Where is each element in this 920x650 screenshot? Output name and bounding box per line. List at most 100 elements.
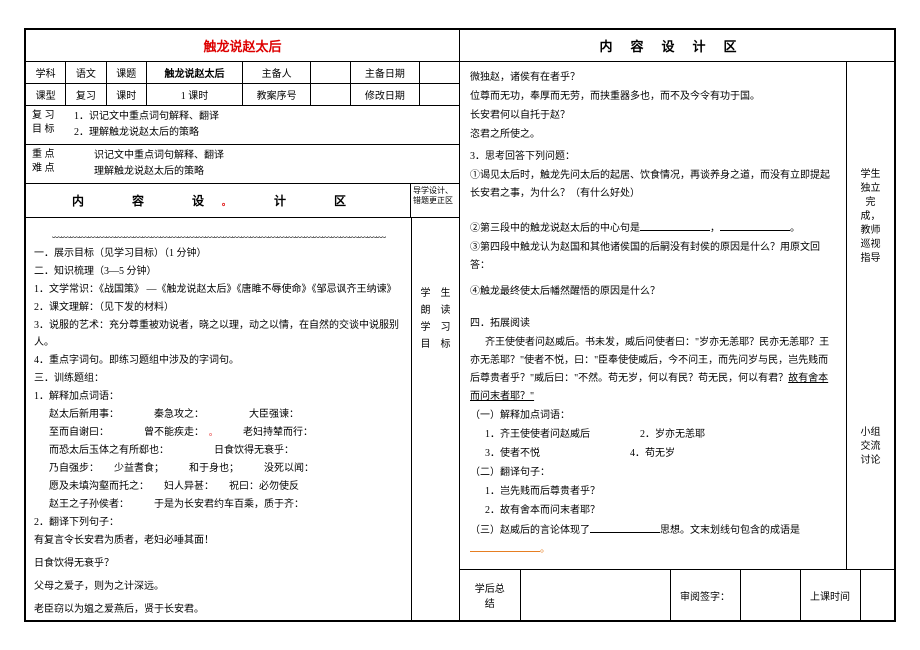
line: 位尊而无功，奉厚而无劳，而挟重器多也，而不及今令有功于国。 (470, 88, 836, 106)
red-dot: 。 (209, 428, 213, 437)
line: 乃自强步： 少益耆食； 和于身也； 没死以闻： (49, 460, 403, 477)
blank (590, 521, 660, 533)
footer-time-lbl: 上课时间 (800, 570, 860, 621)
meta-cell: 1 课时 (146, 84, 242, 106)
meta-cell (311, 84, 351, 106)
goals-text: 1．识记文中重点词句解释、翻译 2．理解触龙说赵太后的策略 (74, 109, 453, 141)
meta-cell: 修改日期 (351, 84, 419, 106)
t: 思想。文末划线句包含的成语是 (660, 525, 800, 536)
t: 赵王之子孙侯者： (49, 499, 124, 510)
doc-title: 触龙说赵太后 (203, 39, 281, 54)
line: 3．思考回答下列问题： (470, 148, 836, 166)
footer-table: 学后总结 审阅签字： 上课时间 (460, 569, 894, 620)
c: 目 标 (421, 335, 451, 350)
ext-heading: 四．拓展阅读 (470, 315, 836, 333)
blank-orange (470, 540, 540, 552)
line: 赵太后新用事： 秦急攻之： 大臣强谏： (49, 406, 403, 423)
t: （三）赵威后的言论体现了 (470, 525, 590, 536)
side-note-header: 导学设计、错题更正区 (411, 184, 459, 217)
line: （一）解释加点词语： (470, 407, 836, 425)
line: ②第三段中的触龙说赵太后的中心句是，。 (470, 219, 836, 238)
t: 没死以闻： (264, 463, 314, 474)
left-body-main: ﹏﹏﹏﹏﹏﹏﹏﹏﹏﹏﹏﹏﹏﹏﹏﹏﹏﹏﹏﹏﹏﹏﹏﹏﹏﹏﹏﹏﹏﹏﹏﹏﹏﹏﹏﹏﹏ 一．… (26, 218, 411, 620)
meta-cell: 主备人 (243, 62, 311, 84)
content-header-left: 内 容 设。 计 区 导学设计、错题更正区 (26, 184, 459, 218)
key-lbl1: 重 点 (32, 148, 74, 162)
line: 2．翻译下列句子： (34, 514, 403, 531)
meta-cell: 教案序号 (243, 84, 311, 106)
line: 1．文学常识：《战国策》 —《触龙说赵太后》《唐雎不辱使命》《邹忌讽齐王纳谏》 (34, 281, 403, 298)
t: 少益耆食； (114, 463, 159, 474)
t: 1．齐王使使者问赵威后 (485, 429, 590, 440)
goal-2: 2．理解触龙说赵太后的策略 (74, 125, 453, 141)
keys-text: 识记文中重点词句解释、翻译 理解触龙说赵太后的策略 (74, 148, 453, 180)
t: 愿及未填沟壑而托之： (49, 481, 144, 492)
meta-cell (311, 62, 351, 84)
t: 2．岁亦无恙耶 (640, 429, 705, 440)
line: 2．课文理解：（见下发的材料） (34, 299, 403, 316)
keys-row: 重 点 难 点 识记文中重点词句解释、翻译 理解触龙说赵太后的策略 (26, 145, 459, 184)
line: （三）赵威后的言论体现了思想。文末划线句包含的成语是。 (470, 521, 836, 559)
key-lbl2: 难 点 (32, 162, 74, 176)
t: 曾不能疾走： (144, 427, 199, 438)
footer-time (860, 570, 894, 621)
line: 微独赵，诸侯有在者乎？ (470, 69, 836, 87)
c: 独立 (861, 182, 881, 196)
t: 老妇持辇而行： (243, 427, 313, 438)
line: 愿及未填沟壑而托之： 妇人异甚： 祝曰：必勿使反 (49, 478, 403, 495)
t: 和于身也； (189, 463, 234, 474)
key-2: 理解触龙说赵太后的策略 (74, 164, 453, 180)
meta-cell: 语文 (66, 62, 106, 84)
t: 而恐太后玉体之有所郄也： (49, 445, 164, 456)
document-frame: 触龙说赵太后 学科 语文 课题 触龙说赵太后 主备人 主备日期 课型 复习 课时… (24, 28, 896, 622)
meta-cell: 课型 (26, 84, 66, 106)
c: 学 生 (421, 284, 451, 299)
line: 3．说服的艺术：充分尊重被劝说者，晓之以理，动之以情，在自然的交谈中说服别人。 (34, 317, 403, 351)
t: ②第三段中的触龙说赵太后的中心句是 (470, 223, 640, 234)
meta-cell: 主备日期 (351, 62, 419, 84)
line: 而恐太后玉体之有所郄也： 日食饮得无衰乎： (49, 442, 403, 459)
line: 有复言令长安君为质者，老妇必唾其面！ (34, 532, 403, 549)
t: 3．使者不悦 (485, 448, 540, 459)
meta-cell (419, 62, 459, 84)
line: 至而自谢曰： 曾不能疾走： 。 老妇持辇而行： (49, 424, 403, 441)
meta-cell: 课时 (106, 84, 146, 106)
blank (720, 219, 790, 231)
c: 学生 (861, 168, 881, 182)
t: 大臣强谏： (249, 409, 299, 420)
c: 小组 (861, 426, 881, 440)
c: 巡视 (861, 238, 881, 252)
meta-cell: 学科 (26, 62, 66, 84)
c: 学 习 (421, 318, 451, 333)
line: ③第四段中触龙认为赵国和其他诸侯国的后嗣没有封侯的原因是什么？用原文回答： (470, 239, 836, 275)
right-side-note: 学生独立完成，教师巡视指导 小组交流讨论 (846, 62, 894, 569)
right-column: 内容设计区 微独赵，诸侯有在者乎？ 位尊而无功，奉厚而无劳，而挟重器多也，而不及… (460, 30, 894, 620)
line: 三．训练题组： (34, 370, 403, 387)
page-root: 触龙说赵太后 学科 语文 课题 触龙说赵太后 主备人 主备日期 课型 复习 课时… (0, 0, 920, 650)
blank (640, 219, 710, 231)
footer-sign (740, 570, 800, 621)
line: （二）翻译句子： (470, 464, 836, 482)
line: 4．重点字词句。即练习题组中涉及的字词句。 (34, 352, 403, 369)
t: 至而自谢曰： (49, 427, 104, 438)
meta-table: 学科 语文 课题 触龙说赵太后 主备人 主备日期 课型 复习 课时 1 课时 教… (26, 62, 459, 106)
side-vtext-1: 学生独立完成，教师巡视指导 (851, 168, 890, 266)
c: 指导 (861, 252, 881, 266)
line: 1．岂先贱而后尊贵者乎？ (485, 483, 836, 501)
t: 秦急攻之： (154, 409, 199, 420)
line: ④触龙最终使太后幡然醒悟的原因是什么？ (470, 283, 836, 301)
right-body-area: 微独赵，诸侯有在者乎？ 位尊而无功，奉厚而无劳，而挟重器多也，而不及今令有功于国… (460, 62, 894, 569)
key-1: 识记文中重点词句解释、翻译 (74, 148, 453, 164)
t: 4．苟无岁 (630, 448, 675, 459)
goals-label: 复 习 目 标 (32, 109, 74, 141)
c: 交流 (861, 440, 881, 454)
line: 父母之爱子，则为之计深远。 (34, 578, 403, 595)
side-vtext-2: 小组交流讨论 (851, 426, 890, 468)
t: 日食饮得无衰乎： (214, 445, 294, 456)
t: 妇人异甚： (164, 481, 209, 492)
t: ， (710, 223, 720, 234)
line: 1．解释加点词语： (34, 388, 403, 405)
line: 二．知识梳理（3—5 分钟） (34, 263, 403, 280)
goals-row: 复 习 目 标 1．识记文中重点词句解释、翻译 2．理解触龙说赵太后的策略 (26, 106, 459, 145)
c: 完 (866, 196, 876, 210)
